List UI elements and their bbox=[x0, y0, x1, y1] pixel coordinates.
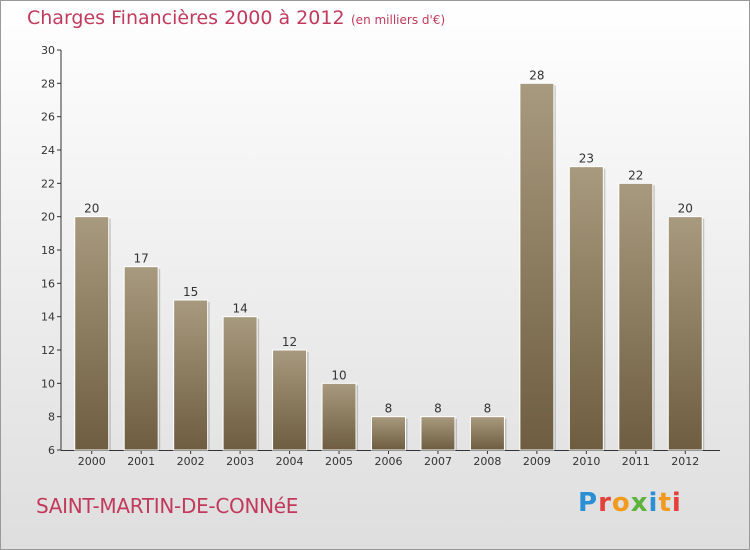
x-tick-label: 2007 bbox=[424, 455, 452, 468]
x-tick-label: 2003 bbox=[226, 455, 254, 468]
town-name: SAINT-MARTIN-DE-CONNéE bbox=[36, 494, 299, 518]
data-label: 20 bbox=[84, 202, 99, 216]
data-label: 8 bbox=[484, 402, 492, 416]
y-tick-label: 12 bbox=[41, 344, 55, 357]
bar bbox=[222, 316, 258, 451]
x-tick-label: 2010 bbox=[572, 455, 600, 468]
bar bbox=[173, 299, 209, 451]
x-tick-label: 2000 bbox=[78, 455, 106, 468]
brand-letter: r bbox=[598, 488, 612, 518]
x-tick-label: 2002 bbox=[177, 455, 205, 468]
chart-title: Charges Financières 2000 à 2012 bbox=[27, 7, 345, 29]
x-tick-label: 2012 bbox=[671, 455, 699, 468]
brand-letter: o bbox=[611, 488, 631, 518]
x-tick-label: 2006 bbox=[375, 455, 403, 468]
x-tick-label: 2004 bbox=[276, 455, 304, 468]
brand-letter: i bbox=[671, 488, 682, 518]
bar bbox=[123, 266, 159, 451]
data-label: 17 bbox=[134, 252, 149, 266]
bar bbox=[469, 416, 505, 451]
chart-subtitle: (en milliers d'€) bbox=[351, 13, 446, 27]
brand-letter: i bbox=[648, 488, 659, 518]
y-tick-label: 30 bbox=[41, 44, 55, 57]
y-tick-label: 14 bbox=[41, 311, 55, 324]
data-label: 20 bbox=[678, 202, 693, 216]
y-tick-label: 6 bbox=[48, 444, 55, 457]
y-tick-label: 20 bbox=[41, 211, 55, 224]
y-tick-label: 18 bbox=[41, 244, 55, 257]
x-tick-label: 2009 bbox=[523, 455, 551, 468]
data-label: 10 bbox=[331, 368, 346, 382]
data-label: 22 bbox=[628, 168, 643, 182]
brand-letter: t bbox=[658, 488, 672, 518]
bar bbox=[618, 182, 654, 451]
bar bbox=[420, 416, 456, 451]
x-tick-label: 2011 bbox=[622, 455, 650, 468]
data-label: 8 bbox=[434, 402, 442, 416]
y-tick-label: 26 bbox=[41, 111, 55, 124]
y-tick-label: 16 bbox=[41, 277, 55, 290]
data-label: 15 bbox=[183, 285, 198, 299]
data-label: 28 bbox=[529, 68, 544, 82]
x-tick-label: 2001 bbox=[127, 455, 155, 468]
x-tick-label: 2005 bbox=[325, 455, 353, 468]
x-tick-label: 2008 bbox=[473, 455, 501, 468]
brand-logo: Proxiti bbox=[578, 488, 682, 518]
data-label: 8 bbox=[385, 402, 393, 416]
bar bbox=[74, 216, 110, 451]
bar bbox=[568, 166, 604, 451]
bar bbox=[272, 349, 308, 451]
y-tick-label: 8 bbox=[48, 411, 55, 424]
bar bbox=[519, 82, 555, 451]
y-tick-label: 10 bbox=[41, 377, 55, 390]
y-tick-label: 22 bbox=[41, 177, 55, 190]
data-label: 12 bbox=[282, 335, 297, 349]
bar bbox=[667, 216, 703, 451]
brand-letter: x bbox=[630, 488, 649, 518]
bar bbox=[371, 416, 406, 451]
brand-letter: P bbox=[578, 488, 599, 518]
data-label: 14 bbox=[232, 302, 247, 316]
bar bbox=[321, 382, 357, 451]
data-label: 23 bbox=[579, 152, 594, 166]
y-tick-label: 28 bbox=[41, 77, 55, 90]
y-tick-label: 24 bbox=[41, 144, 55, 157]
